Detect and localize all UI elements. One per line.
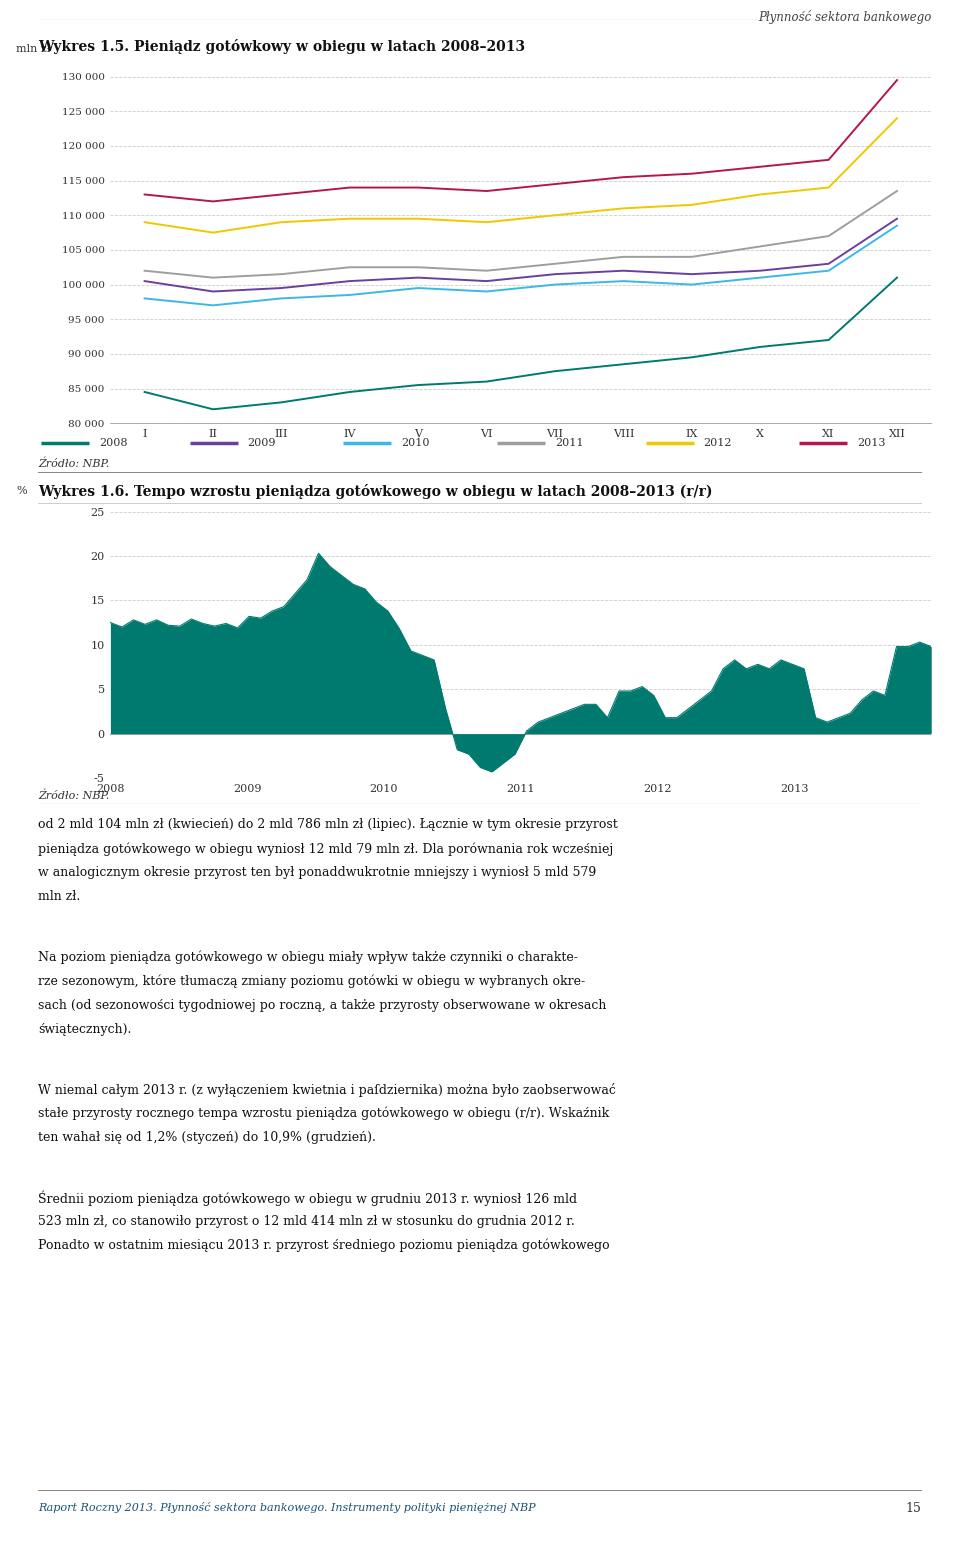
Text: 2011: 2011 <box>555 439 584 448</box>
Text: stałe przyrosty rocznego tempa wzrostu pieniądza gotówkowego w obiegu (r/r). Wsk: stałe przyrosty rocznego tempa wzrostu p… <box>38 1107 610 1121</box>
Text: 2010: 2010 <box>401 439 430 448</box>
Text: Raport Roczny 2013. Płynność sektora bankowego. Instrumenty polityki pieniężnej : Raport Roczny 2013. Płynność sektora ban… <box>38 1502 536 1513</box>
Text: 15: 15 <box>905 1502 922 1514</box>
Text: sach (od sezonowości tygodniowej po roczną, a także przyrosty obserwowane w okre: sach (od sezonowości tygodniowej po rocz… <box>38 998 607 1012</box>
Text: od 2 mld 104 mln zł (kwiecień) do 2 mld 786 mln zł (lipiec). Łącznie w tym okres: od 2 mld 104 mln zł (kwiecień) do 2 mld … <box>38 818 618 831</box>
Text: świątecznych).: świątecznych). <box>38 1023 132 1035</box>
Text: 2013: 2013 <box>857 439 886 448</box>
Text: w analogicznym okresie przyrost ten był ponaddwukrotnie mniejszy i wyniosł 5 mld: w analogicznym okresie przyrost ten był … <box>38 866 597 879</box>
Text: 523 mln zł, co stanowiło przyrost o 12 mld 414 mln zł w stosunku do grudnia 2012: 523 mln zł, co stanowiło przyrost o 12 m… <box>38 1215 575 1228</box>
Text: rze sezonowym, które tłumaczą zmiany poziomu gotówki w obiegu w wybranych okre-: rze sezonowym, które tłumaczą zmiany poz… <box>38 975 586 987</box>
Text: Płynność sektora bankowego: Płynność sektora bankowego <box>757 9 931 25</box>
Text: mln zł.: mln zł. <box>38 890 81 904</box>
Text: W niemal całym 2013 r. (z wyłączeniem kwietnia i paſdziernika) można było zaobse: W niemal całym 2013 r. (z wyłączeniem kw… <box>38 1082 616 1097</box>
Text: pieniądza gotówkowego w obiegu wyniosł 12 mld 79 mln zł. Dla porównania rok wcze: pieniądza gotówkowego w obiegu wyniosł 1… <box>38 843 613 856</box>
Text: 2012: 2012 <box>704 439 732 448</box>
Text: Ponadto w ostatnim miesiącu 2013 r. przyrost średniego poziomu pieniądza gotówko: Ponadto w ostatnim miesiącu 2013 r. przy… <box>38 1238 610 1252</box>
Text: Średnii poziom pieniądza gotówkowego w obiegu w grudniu 2013 r. wyniosł 126 mld: Średnii poziom pieniądza gotówkowego w o… <box>38 1190 578 1206</box>
Text: 2009: 2009 <box>248 439 276 448</box>
Text: Źródło: NBP.: Źródło: NBP. <box>38 459 109 470</box>
Text: Wykres 1.6. Tempo wzrostu pieniądza gotówkowego w obiegu w latach 2008–2013 (r/r: Wykres 1.6. Tempo wzrostu pieniądza gotó… <box>38 484 713 499</box>
Text: Źródło: NBP.: Źródło: NBP. <box>38 790 109 801</box>
Text: Na poziom pieniądza gotówkowego w obiegu miały wpływ także czynniki o charakte-: Na poziom pieniądza gotówkowego w obiegu… <box>38 950 578 964</box>
Text: Wykres 1.5. Pieniądz gotówkowy w obiegu w latach 2008–2013: Wykres 1.5. Pieniądz gotówkowy w obiegu … <box>38 39 525 54</box>
Text: %: % <box>16 485 27 496</box>
Text: 2008: 2008 <box>99 439 128 448</box>
Text: mln zł: mln zł <box>16 43 50 54</box>
Text: ten wahał się od 1,2% (styczeń) do 10,9% (grudzień).: ten wahał się od 1,2% (styczeń) do 10,9%… <box>38 1132 376 1144</box>
